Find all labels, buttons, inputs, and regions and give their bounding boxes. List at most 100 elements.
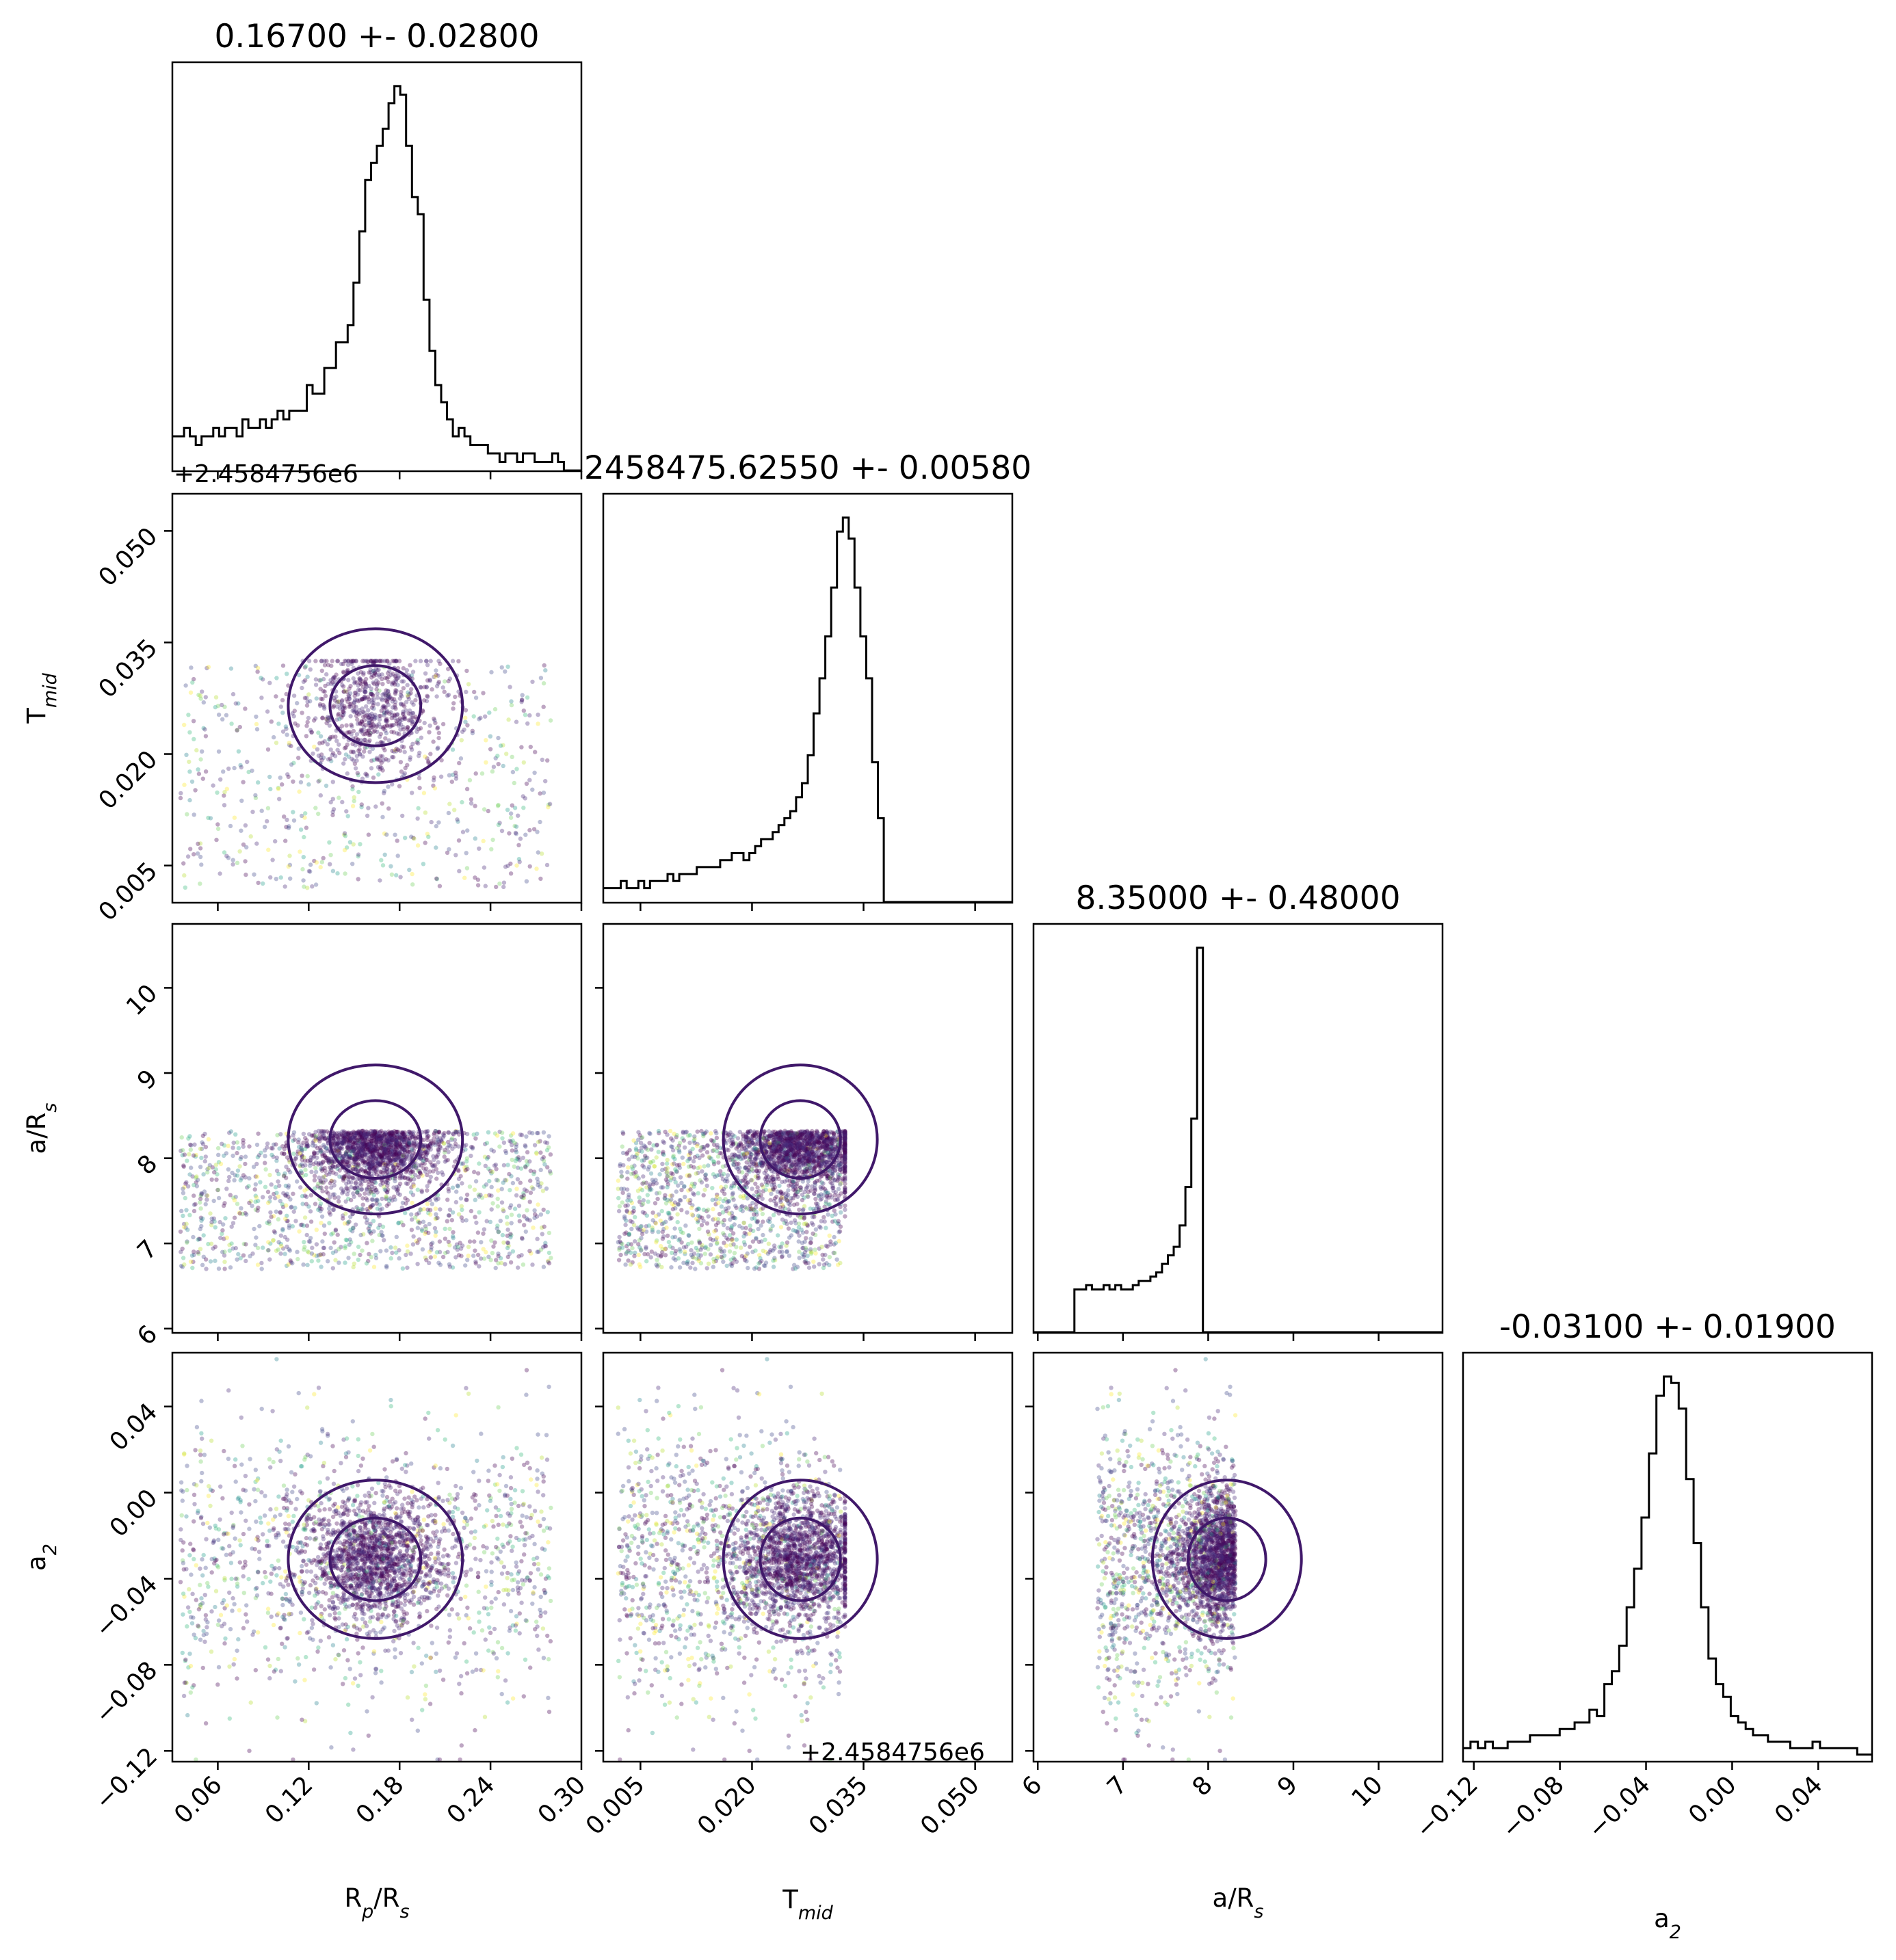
scatter-point <box>200 776 205 781</box>
scatter-point <box>453 770 458 776</box>
scatter-point <box>653 1251 658 1256</box>
scatter-point <box>382 1187 387 1192</box>
scatter-point <box>419 1152 423 1156</box>
scatter-point <box>825 1176 830 1181</box>
scatter-point <box>273 1184 278 1190</box>
scatter-point <box>331 1135 336 1140</box>
scatter-point <box>375 729 380 734</box>
scatter-point <box>789 1182 793 1187</box>
scatter-point <box>490 769 495 774</box>
scatter-point <box>304 734 309 739</box>
scatter-point <box>785 1178 790 1183</box>
scatter-point <box>400 1156 405 1161</box>
scatter-point <box>482 1227 487 1232</box>
scatter-point <box>340 683 345 688</box>
scatter-point <box>287 1223 292 1228</box>
scatter-point <box>366 1139 371 1145</box>
scatter-point <box>792 1134 797 1139</box>
scatter-point <box>659 1208 664 1214</box>
scatter-point <box>367 1161 371 1166</box>
scatter-point <box>362 1152 367 1157</box>
scatter-point <box>385 659 390 663</box>
scatter-point <box>356 1139 361 1143</box>
scatter-point <box>396 723 401 728</box>
scatter-point <box>290 711 295 716</box>
scatter-point <box>384 1265 389 1270</box>
scatter-point <box>393 1139 398 1144</box>
scatter-point <box>820 1154 825 1158</box>
scatter-point <box>303 811 308 816</box>
scatter-point <box>371 1163 376 1167</box>
scatter-point <box>332 1133 337 1137</box>
scatter-point <box>321 676 326 682</box>
scatter-point <box>306 1132 312 1137</box>
scatter-point <box>363 1146 368 1152</box>
scatter-point <box>312 744 317 750</box>
scatter-panel-ars-vs-tmid <box>616 1063 879 1271</box>
scatter-point <box>371 775 376 780</box>
scatter-point <box>394 676 399 681</box>
scatter-point <box>750 1187 754 1191</box>
scatter-point <box>451 701 456 706</box>
scatter-point <box>676 1256 681 1261</box>
scatter-point <box>698 1261 704 1266</box>
scatter-point <box>365 813 370 819</box>
scatter-point <box>313 882 319 887</box>
scatter-point <box>343 1136 348 1141</box>
scatter-point <box>375 1149 380 1154</box>
scatter-point <box>302 665 308 670</box>
scatter-point <box>367 1148 372 1152</box>
scatter-point <box>815 1154 821 1158</box>
scatter-point <box>340 706 345 711</box>
scatter-point <box>532 1215 537 1221</box>
scatter-point <box>198 1226 202 1232</box>
scatter-point <box>401 1132 406 1137</box>
scatter-point <box>759 1258 764 1264</box>
scatter-point <box>345 1219 351 1225</box>
scatter-point <box>401 773 406 778</box>
scatter-point <box>388 1150 393 1154</box>
scatter-point <box>363 745 367 750</box>
scatter-point <box>347 1237 352 1242</box>
scatter-point <box>510 1138 515 1143</box>
scatter-point <box>365 713 369 718</box>
scatter-point <box>641 1198 646 1203</box>
scatter-point <box>408 1130 413 1136</box>
scatter-point <box>354 1205 359 1210</box>
scatter-point <box>375 1137 380 1142</box>
scatter-point <box>392 659 397 663</box>
scatter-point <box>393 1157 398 1163</box>
scatter-point <box>392 1168 397 1173</box>
scatter-point <box>396 1184 401 1189</box>
scatter-point <box>531 1187 536 1191</box>
scatter-point <box>390 748 395 754</box>
scatter-point <box>206 1241 211 1247</box>
scatter-point <box>510 803 514 808</box>
scatter-point <box>327 1165 332 1170</box>
scatter-point <box>324 672 329 677</box>
scatter-point <box>789 1195 794 1201</box>
scatter-point <box>776 1155 782 1161</box>
scatter-point <box>752 1157 758 1162</box>
scatter-point <box>375 691 380 696</box>
scatter-point <box>218 777 223 782</box>
scatter-point <box>475 1230 481 1235</box>
scatter-point <box>199 1223 204 1229</box>
scatter-point <box>350 1175 355 1180</box>
scatter-point <box>326 757 331 762</box>
scatter-point <box>463 715 468 720</box>
scatter-point <box>330 1139 335 1144</box>
scatter-point <box>720 1177 726 1182</box>
scatter-point <box>178 795 183 801</box>
scatter-point <box>368 1143 373 1148</box>
scatter-point <box>653 1220 658 1226</box>
scatter-point <box>816 1163 821 1168</box>
scatter-point <box>808 1236 813 1241</box>
scatter-point <box>363 1147 368 1152</box>
scatter-point <box>360 1128 365 1134</box>
scatter-point <box>406 725 410 730</box>
scatter-point <box>380 676 384 682</box>
scatter-point <box>489 1238 494 1243</box>
scatter-point <box>386 1154 391 1159</box>
scatter-point <box>460 830 466 834</box>
